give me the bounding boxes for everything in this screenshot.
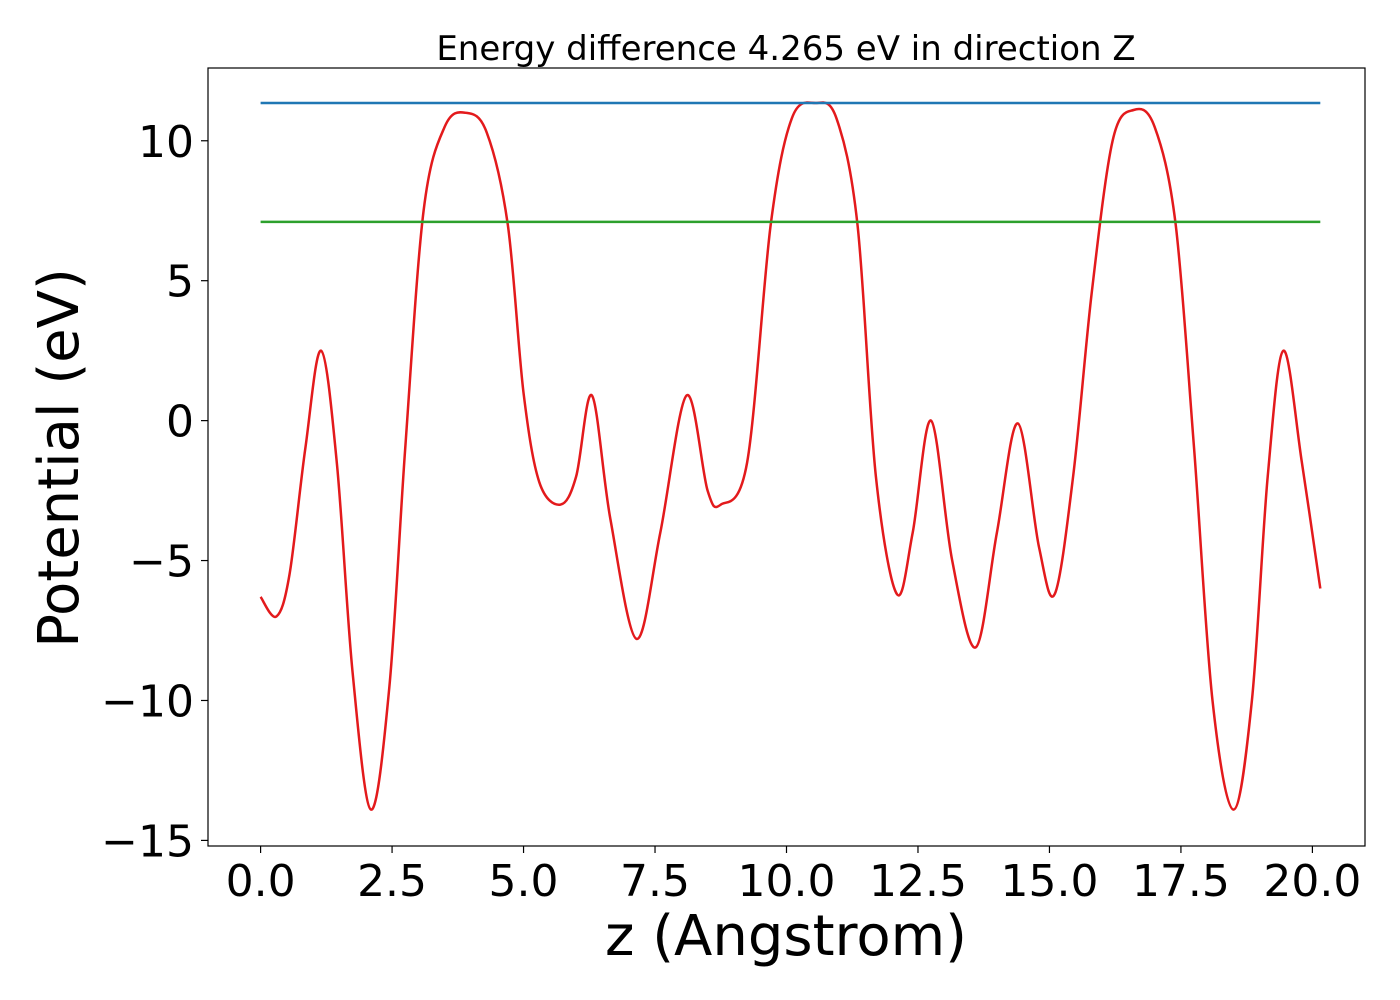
series-line-0 — [259, 101, 1322, 811]
x-tick-label: 15.0 — [1000, 856, 1098, 907]
y-tick-label: −5 — [129, 537, 194, 588]
y-axis-label: Potential (eV) — [27, 268, 92, 648]
x-tick-label: 17.5 — [1132, 856, 1230, 907]
x-tick-label: 0.0 — [226, 856, 296, 907]
plot-lines — [259, 101, 1322, 811]
chart-title: Energy difference 4.265 eV in direction … — [436, 29, 1135, 69]
x-tick-label: 7.5 — [620, 856, 690, 907]
y-tick-label: 10 — [138, 117, 194, 168]
y-tick-label: −10 — [101, 676, 194, 727]
y-tick-label: −15 — [101, 816, 194, 867]
y-tick-label: 0 — [166, 397, 194, 448]
x-axis-label: z (Angstrom) — [605, 904, 967, 969]
x-axis-ticks: 0.0 2.5 5.0 7.5 10.0 12.5 15.0 17.5 20.0 — [226, 846, 1361, 907]
y-tick-label: 5 — [166, 257, 194, 308]
y-axis-ticks: 10 5 0 −5 −10 −15 — [101, 117, 208, 867]
x-tick-label: 5.0 — [489, 856, 559, 907]
x-tick-label: 2.5 — [357, 856, 427, 907]
x-tick-label: 20.0 — [1263, 856, 1361, 907]
x-tick-label: 10.0 — [738, 856, 836, 907]
x-tick-label: 12.5 — [869, 856, 967, 907]
